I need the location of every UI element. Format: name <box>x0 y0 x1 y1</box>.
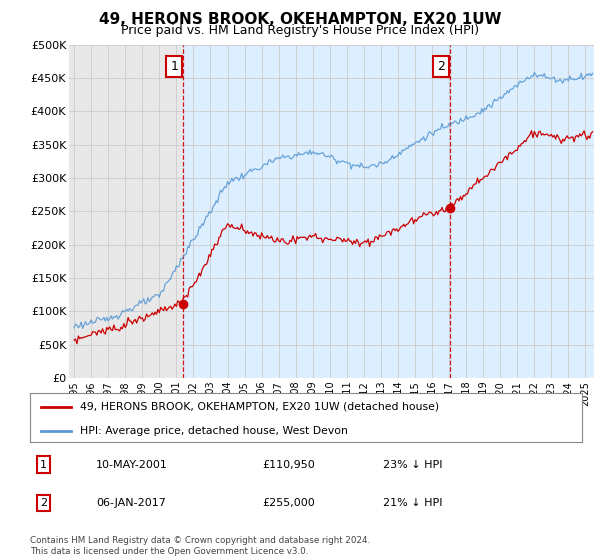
Text: £255,000: £255,000 <box>262 498 314 508</box>
Text: 10-MAY-2001: 10-MAY-2001 <box>96 460 168 469</box>
Text: 1: 1 <box>40 460 47 469</box>
Text: 2: 2 <box>40 498 47 508</box>
Bar <box>182 45 594 378</box>
Text: Contains HM Land Registry data © Crown copyright and database right 2024.
This d: Contains HM Land Registry data © Crown c… <box>30 536 370 556</box>
Text: 49, HERONS BROOK, OKEHAMPTON, EX20 1UW: 49, HERONS BROOK, OKEHAMPTON, EX20 1UW <box>99 12 501 27</box>
Text: 23% ↓ HPI: 23% ↓ HPI <box>383 460 443 469</box>
Text: 21% ↓ HPI: 21% ↓ HPI <box>383 498 443 508</box>
Text: HPI: Average price, detached house, West Devon: HPI: Average price, detached house, West… <box>80 426 347 436</box>
Text: 1: 1 <box>170 60 178 73</box>
Text: 49, HERONS BROOK, OKEHAMPTON, EX20 1UW (detached house): 49, HERONS BROOK, OKEHAMPTON, EX20 1UW (… <box>80 402 439 412</box>
Bar <box>69 45 182 378</box>
Text: 06-JAN-2017: 06-JAN-2017 <box>96 498 166 508</box>
Text: £110,950: £110,950 <box>262 460 314 469</box>
Text: Price paid vs. HM Land Registry's House Price Index (HPI): Price paid vs. HM Land Registry's House … <box>121 24 479 37</box>
Text: 2: 2 <box>437 60 445 73</box>
